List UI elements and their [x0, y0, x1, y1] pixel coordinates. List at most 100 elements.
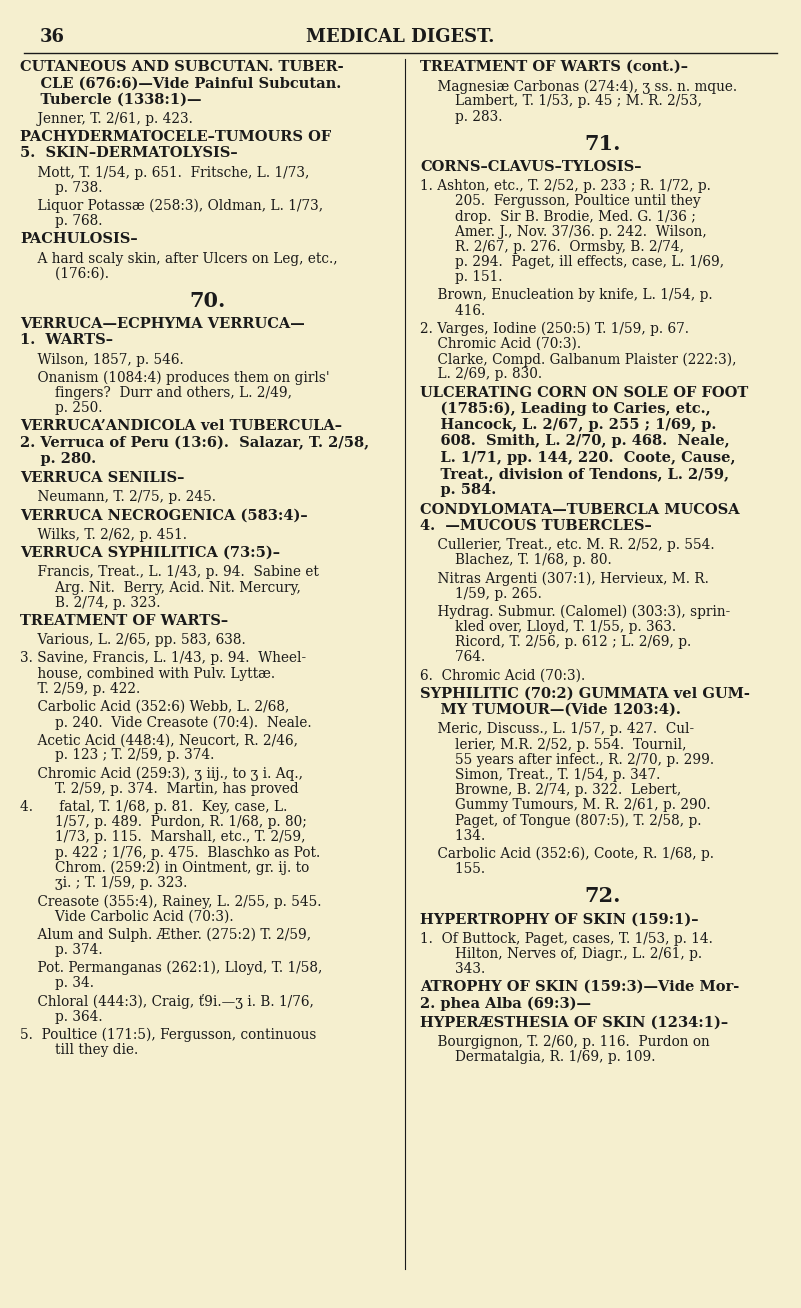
- Text: SYPHILITIC (70:2) GUMMATA vel GUM-: SYPHILITIC (70:2) GUMMATA vel GUM-: [420, 687, 750, 701]
- Text: ULCERATING CORN ON SOLE OF FOOT: ULCERATING CORN ON SOLE OF FOOT: [420, 386, 748, 399]
- Text: VERRUCA SENILIS–: VERRUCA SENILIS–: [20, 471, 184, 485]
- Text: p. 738.: p. 738.: [20, 181, 103, 195]
- Text: Hydrag. Submur. (Calomel) (303:3), sprin-: Hydrag. Submur. (Calomel) (303:3), sprin…: [420, 604, 731, 619]
- Text: Neumann, T. 2/75, p. 245.: Neumann, T. 2/75, p. 245.: [20, 490, 216, 505]
- Text: Liquor Potassæ (258:3), Oldman, L. 1/73,: Liquor Potassæ (258:3), Oldman, L. 1/73,: [20, 199, 323, 213]
- Text: p. 374.: p. 374.: [20, 943, 103, 956]
- Text: 4.      fatal, T. 1/68, p. 81.  Key, case, L.: 4. fatal, T. 1/68, p. 81. Key, case, L.: [20, 800, 288, 814]
- Text: p. 768.: p. 768.: [20, 215, 103, 228]
- Text: Ricord, T. 2/56, p. 612 ; L. 2/69, p.: Ricord, T. 2/56, p. 612 ; L. 2/69, p.: [420, 636, 691, 649]
- Text: VERRUCA’ANDICOLA vel TUBERCULA–: VERRUCA’ANDICOLA vel TUBERCULA–: [20, 420, 342, 433]
- Text: house, combined with Pulv. Lyttæ.: house, combined with Pulv. Lyttæ.: [20, 667, 275, 680]
- Text: Treat., division of Tendons, L. 2/59,: Treat., division of Tendons, L. 2/59,: [420, 467, 729, 481]
- Text: CLE (676:6)—Vide Painful Subcutan.: CLE (676:6)—Vide Painful Subcutan.: [20, 76, 341, 90]
- Text: 72.: 72.: [584, 887, 621, 906]
- Text: 55 years after infect., R. 2/70, p. 299.: 55 years after infect., R. 2/70, p. 299.: [420, 752, 714, 766]
- Text: Meric, Discuss., L. 1/57, p. 427.  Cul-: Meric, Discuss., L. 1/57, p. 427. Cul-: [420, 722, 694, 736]
- Text: Jenner, T. 2/61, p. 423.: Jenner, T. 2/61, p. 423.: [20, 111, 193, 126]
- Text: 1/57, p. 489.  Purdon, R. 1/68, p. 80;: 1/57, p. 489. Purdon, R. 1/68, p. 80;: [20, 815, 307, 829]
- Text: Cullerier, Treat., etc. M. R. 2/52, p. 554.: Cullerier, Treat., etc. M. R. 2/52, p. 5…: [420, 538, 714, 552]
- Text: Alum and Sulph. Æther. (275:2) T. 2/59,: Alum and Sulph. Æther. (275:2) T. 2/59,: [20, 927, 311, 942]
- Text: 70.: 70.: [189, 290, 226, 311]
- Text: p. 151.: p. 151.: [420, 271, 502, 284]
- Text: Brown, Enucleation by knife, L. 1/54, p.: Brown, Enucleation by knife, L. 1/54, p.: [420, 289, 713, 302]
- Text: Arg. Nit.  Berry, Acid. Nit. Mercury,: Arg. Nit. Berry, Acid. Nit. Mercury,: [20, 581, 301, 595]
- Text: p. 123 ; T. 2/59, p. 374.: p. 123 ; T. 2/59, p. 374.: [20, 748, 215, 763]
- Text: T. 2/59, p. 422.: T. 2/59, p. 422.: [20, 681, 140, 696]
- Text: 155.: 155.: [420, 862, 485, 876]
- Text: lerier, M.R. 2/52, p. 554.  Tournil,: lerier, M.R. 2/52, p. 554. Tournil,: [420, 738, 686, 752]
- Text: 2. phea Alba (69:3)—: 2. phea Alba (69:3)—: [420, 997, 591, 1011]
- Text: Bourgignon, T. 2/60, p. 116.  Purdon on: Bourgignon, T. 2/60, p. 116. Purdon on: [420, 1035, 710, 1049]
- Text: PACHULOSIS–: PACHULOSIS–: [20, 233, 138, 246]
- Text: 5.  Poultice (171:5), Fergusson, continuous: 5. Poultice (171:5), Fergusson, continuo…: [20, 1028, 316, 1042]
- Text: 1.  WARTS–: 1. WARTS–: [20, 334, 113, 347]
- Text: HYPERTROPHY OF SKIN (159:1)–: HYPERTROPHY OF SKIN (159:1)–: [420, 912, 698, 926]
- Text: CONDYLOMATA—TUBERCLA MUCOSA: CONDYLOMATA—TUBERCLA MUCOSA: [420, 502, 739, 517]
- Text: p. 250.: p. 250.: [20, 402, 103, 415]
- Text: Wilks, T. 2/62, p. 451.: Wilks, T. 2/62, p. 451.: [20, 528, 187, 542]
- Text: VERRUCA—ECPHYMA VERRUCA—: VERRUCA—ECPHYMA VERRUCA—: [20, 317, 304, 331]
- Text: 3. Savine, Francis, L. 1/43, p. 94.  Wheel-: 3. Savine, Francis, L. 1/43, p. 94. Whee…: [20, 651, 306, 666]
- Text: Hilton, Nerves of, Diagr., L. 2/61, p.: Hilton, Nerves of, Diagr., L. 2/61, p.: [420, 947, 702, 960]
- Text: (176:6).: (176:6).: [20, 267, 109, 281]
- Text: Chloral (444:3), Craig, ť9i.—ʒ i. B. 1/76,: Chloral (444:3), Craig, ť9i.—ʒ i. B. 1/7…: [20, 994, 314, 1010]
- Text: 2. Verruca of Peru (13:6).  Salazar, T. 2/58,: 2. Verruca of Peru (13:6). Salazar, T. 2…: [20, 436, 369, 450]
- Text: Amer. J., Nov. 37/36. p. 242.  Wilson,: Amer. J., Nov. 37/36. p. 242. Wilson,: [420, 225, 706, 238]
- Text: Chromic Acid (70:3).: Chromic Acid (70:3).: [420, 337, 581, 351]
- Text: p. 283.: p. 283.: [420, 110, 502, 124]
- Text: Vide Carbolic Acid (70:3).: Vide Carbolic Acid (70:3).: [20, 909, 234, 923]
- Text: p. 280.: p. 280.: [20, 451, 96, 466]
- Text: CUTANEOUS AND SUBCUTAN. TUBER-: CUTANEOUS AND SUBCUTAN. TUBER-: [20, 60, 344, 75]
- Text: till they die.: till they die.: [20, 1042, 139, 1057]
- Text: A hard scaly skin, after Ulcers on Leg, etc.,: A hard scaly skin, after Ulcers on Leg, …: [20, 251, 338, 266]
- Text: 764.: 764.: [420, 650, 485, 664]
- Text: Onanism (1084:4) produces them on girls': Onanism (1084:4) produces them on girls': [20, 370, 330, 385]
- Text: kled over, Lloyd, T. 1/55, p. 363.: kled over, Lloyd, T. 1/55, p. 363.: [420, 620, 676, 634]
- Text: (1785:6), Leading to Caries, etc.,: (1785:6), Leading to Caries, etc.,: [420, 402, 710, 416]
- Text: 1.  Of Buttock, Paget, cases, T. 1/53, p. 14.: 1. Of Buttock, Paget, cases, T. 1/53, p.…: [420, 931, 713, 946]
- Text: Wilson, 1857, p. 546.: Wilson, 1857, p. 546.: [20, 353, 183, 366]
- Text: 2. Varges, Iodine (250:5) T. 1/59, p. 67.: 2. Varges, Iodine (250:5) T. 1/59, p. 67…: [420, 322, 689, 336]
- Text: Simon, Treat., T. 1/54, p. 347.: Simon, Treat., T. 1/54, p. 347.: [420, 768, 660, 782]
- Text: 5.  SKIN–DERMATOLYSIS–: 5. SKIN–DERMATOLYSIS–: [20, 146, 238, 161]
- Text: drop.  Sir B. Brodie, Med. G. 1/36 ;: drop. Sir B. Brodie, Med. G. 1/36 ;: [420, 209, 696, 224]
- Text: Tubercle (1338:1)—: Tubercle (1338:1)—: [20, 93, 202, 106]
- Text: L. 2/69, p. 830.: L. 2/69, p. 830.: [420, 368, 542, 382]
- Text: ʒi. ; T. 1/59, p. 323.: ʒi. ; T. 1/59, p. 323.: [20, 876, 187, 889]
- Text: L. 1/71, pp. 144, 220.  Coote, Cause,: L. 1/71, pp. 144, 220. Coote, Cause,: [420, 451, 735, 464]
- Text: R. 2/67, p. 276.  Ormsby, B. 2/74,: R. 2/67, p. 276. Ormsby, B. 2/74,: [420, 239, 684, 254]
- Text: Chrom. (259:2) in Ointment, gr. ij. to: Chrom. (259:2) in Ointment, gr. ij. to: [20, 861, 309, 875]
- Text: Magnesiæ Carbonas (274:4), ʒ ss. n. mque.: Magnesiæ Carbonas (274:4), ʒ ss. n. mque…: [420, 80, 737, 94]
- Text: 1. Ashton, etc., T. 2/52, p. 233 ; R. 1/72, p.: 1. Ashton, etc., T. 2/52, p. 233 ; R. 1/…: [420, 179, 710, 194]
- Text: Browne, B. 2/74, p. 322.  Lebert,: Browne, B. 2/74, p. 322. Lebert,: [420, 783, 681, 797]
- Text: Nitras Argenti (307:1), Hervieux, M. R.: Nitras Argenti (307:1), Hervieux, M. R.: [420, 572, 709, 586]
- Text: 71.: 71.: [584, 133, 621, 154]
- Text: 6.  Chromic Acid (70:3).: 6. Chromic Acid (70:3).: [420, 668, 586, 683]
- Text: Carbolic Acid (352:6), Coote, R. 1/68, p.: Carbolic Acid (352:6), Coote, R. 1/68, p…: [420, 846, 714, 861]
- Text: T. 2/59, p. 374.  Martin, has proved: T. 2/59, p. 374. Martin, has proved: [20, 782, 299, 795]
- Text: Various, L. 2/65, pp. 583, 638.: Various, L. 2/65, pp. 583, 638.: [20, 633, 246, 647]
- Text: Acetic Acid (448:4), Neucort, R. 2/46,: Acetic Acid (448:4), Neucort, R. 2/46,: [20, 734, 298, 747]
- Text: 608.  Smith, L. 2/70, p. 468.  Neale,: 608. Smith, L. 2/70, p. 468. Neale,: [420, 434, 730, 449]
- Text: p. 294.  Paget, ill effects, case, L. 1/69,: p. 294. Paget, ill effects, case, L. 1/6…: [420, 255, 724, 269]
- Text: Paget, of Tongue (807:5), T. 2/58, p.: Paget, of Tongue (807:5), T. 2/58, p.: [420, 814, 702, 828]
- Text: Francis, Treat., L. 1/43, p. 94.  Sabine et: Francis, Treat., L. 1/43, p. 94. Sabine …: [20, 565, 319, 579]
- Text: 1/73, p. 115.  Marshall, etc., T. 2/59,: 1/73, p. 115. Marshall, etc., T. 2/59,: [20, 831, 305, 845]
- Text: p. 34.: p. 34.: [20, 976, 94, 990]
- Text: MEDICAL DIGEST.: MEDICAL DIGEST.: [306, 27, 494, 46]
- Text: fingers?  Durr and others, L. 2/49,: fingers? Durr and others, L. 2/49,: [20, 386, 292, 400]
- Text: 36: 36: [40, 27, 65, 46]
- Text: HYPERÆSTHESIA OF SKIN (1234:1)–: HYPERÆSTHESIA OF SKIN (1234:1)–: [420, 1015, 728, 1029]
- Text: 343.: 343.: [420, 961, 485, 976]
- Text: p. 364.: p. 364.: [20, 1010, 103, 1024]
- Text: CORNS–CLAVUS–TYLOSIS–: CORNS–CLAVUS–TYLOSIS–: [420, 160, 642, 174]
- Text: 1/59, p. 265.: 1/59, p. 265.: [420, 586, 541, 600]
- Text: Pot. Permanganas (262:1), Lloyd, T. 1/58,: Pot. Permanganas (262:1), Lloyd, T. 1/58…: [20, 961, 322, 976]
- Text: 134.: 134.: [420, 829, 485, 842]
- Text: 416.: 416.: [420, 303, 485, 318]
- Text: PACHYDERMATOCELE–TUMOURS OF: PACHYDERMATOCELE–TUMOURS OF: [20, 129, 332, 144]
- Text: Creasote (355:4), Rainey, L. 2/55, p. 545.: Creasote (355:4), Rainey, L. 2/55, p. 54…: [20, 895, 321, 909]
- Text: Gummy Tumours, M. R. 2/61, p. 290.: Gummy Tumours, M. R. 2/61, p. 290.: [420, 798, 710, 812]
- Text: 4.  —MUCOUS TUBERCLES–: 4. —MUCOUS TUBERCLES–: [420, 519, 652, 532]
